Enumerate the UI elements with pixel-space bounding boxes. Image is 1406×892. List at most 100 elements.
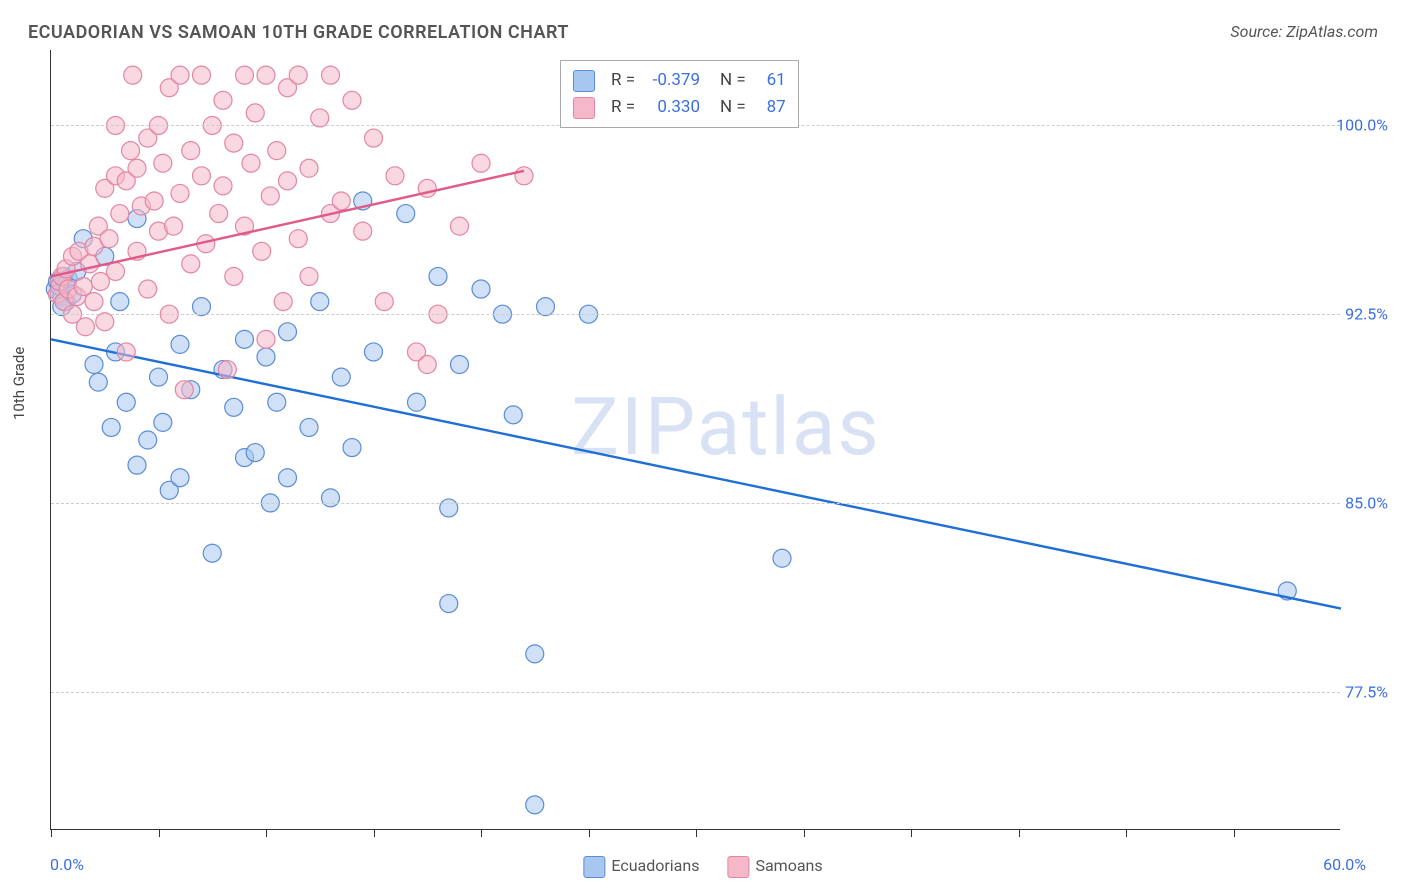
- scatter-point: [154, 154, 172, 172]
- scatter-point: [418, 356, 436, 374]
- scatter-point: [289, 230, 307, 248]
- scatter-point: [322, 489, 340, 507]
- scatter-point: [526, 796, 544, 814]
- scatter-point: [472, 280, 490, 298]
- scatter-point: [214, 177, 232, 195]
- x-tick: [804, 829, 805, 837]
- scatter-point: [246, 444, 264, 462]
- scatter-point: [253, 242, 271, 260]
- stats-r-value: 0.330: [645, 94, 700, 121]
- x-tick: [911, 829, 912, 837]
- scatter-point: [182, 255, 200, 273]
- scatter-point: [128, 456, 146, 474]
- chart-title: ECUADORIAN VS SAMOAN 10TH GRADE CORRELAT…: [28, 22, 569, 43]
- gridline-h: [51, 314, 1340, 315]
- scatter-point: [96, 313, 114, 331]
- scatter-point: [139, 431, 157, 449]
- stats-swatch: [573, 70, 595, 92]
- scatter-point: [74, 278, 92, 296]
- gridline-h: [51, 503, 1340, 504]
- scatter-point: [193, 167, 211, 185]
- x-tick: [159, 829, 160, 837]
- stats-n-label: N =: [720, 67, 746, 94]
- plot-area: ZIPatlas: [50, 50, 1340, 830]
- scatter-point: [210, 205, 228, 223]
- y-tick-label: 85.0%: [1345, 493, 1388, 512]
- stats-n-value: 87: [756, 94, 786, 121]
- scatter-point: [218, 361, 236, 379]
- scatter-point: [236, 330, 254, 348]
- stats-legend-box: R =-0.379 N =61R =0.330 N =87: [560, 60, 799, 128]
- scatter-point: [279, 323, 297, 341]
- scatter-point: [504, 406, 522, 424]
- scatter-point: [311, 293, 329, 311]
- stats-r-label: R =: [611, 94, 635, 121]
- x-tick: [51, 829, 52, 837]
- scatter-point: [343, 91, 361, 109]
- x-tick: [481, 829, 482, 837]
- scatter-point: [257, 348, 275, 366]
- scatter-point: [257, 66, 275, 84]
- scatter-point: [451, 217, 469, 235]
- plot-svg: [51, 50, 1340, 829]
- scatter-point: [117, 343, 135, 361]
- scatter-point: [150, 368, 168, 386]
- scatter-point: [225, 134, 243, 152]
- scatter-point: [274, 293, 292, 311]
- scatter-point: [193, 298, 211, 316]
- stats-row: R =-0.379 N =61: [573, 67, 786, 94]
- scatter-point: [225, 398, 243, 416]
- y-axis-label: 10th Grade: [10, 347, 28, 420]
- x-axis-max-label: 60.0%: [1323, 855, 1366, 874]
- scatter-point: [171, 335, 189, 353]
- scatter-point: [124, 66, 142, 84]
- scatter-point: [289, 66, 307, 84]
- x-tick: [589, 829, 590, 837]
- scatter-point: [145, 192, 163, 210]
- scatter-point: [451, 356, 469, 374]
- scatter-point: [193, 66, 211, 84]
- scatter-point: [214, 91, 232, 109]
- stats-swatch: [573, 97, 595, 119]
- scatter-point: [76, 318, 94, 336]
- source-attribution: Source: ZipAtlas.com: [1230, 22, 1378, 41]
- scatter-point: [111, 293, 129, 311]
- scatter-point: [154, 413, 172, 431]
- legend-swatch: [583, 856, 605, 878]
- scatter-point: [268, 393, 286, 411]
- legend-label: Samoans: [755, 856, 822, 875]
- x-tick: [1234, 829, 1235, 837]
- scatter-point: [107, 262, 125, 280]
- stats-r-label: R =: [611, 67, 635, 94]
- scatter-point: [300, 159, 318, 177]
- scatter-point: [429, 267, 447, 285]
- stats-row: R =0.330 N =87: [573, 94, 786, 121]
- scatter-point: [89, 373, 107, 391]
- scatter-point: [773, 549, 791, 567]
- scatter-point: [375, 293, 393, 311]
- scatter-point: [300, 267, 318, 285]
- stats-r-value: -0.379: [645, 67, 700, 94]
- bottom-legend: EcuadoriansSamoans: [583, 856, 822, 878]
- scatter-point: [279, 172, 297, 190]
- scatter-point: [472, 154, 490, 172]
- scatter-point: [440, 595, 458, 613]
- scatter-point: [311, 109, 329, 127]
- x-tick: [696, 829, 697, 837]
- y-tick-label: 77.5%: [1345, 682, 1388, 701]
- scatter-point: [354, 222, 372, 240]
- scatter-point: [85, 293, 103, 311]
- scatter-point: [111, 205, 129, 223]
- scatter-point: [257, 330, 275, 348]
- x-tick: [374, 829, 375, 837]
- scatter-point: [225, 267, 243, 285]
- scatter-point: [182, 142, 200, 160]
- legend-item: Samoans: [727, 856, 822, 878]
- scatter-point: [332, 192, 350, 210]
- y-tick-label: 100.0%: [1336, 116, 1388, 135]
- trend-line: [51, 339, 1341, 608]
- scatter-point: [261, 187, 279, 205]
- source-value: ZipAtlas.com: [1286, 22, 1378, 41]
- source-label: Source:: [1230, 22, 1282, 41]
- scatter-point: [117, 393, 135, 411]
